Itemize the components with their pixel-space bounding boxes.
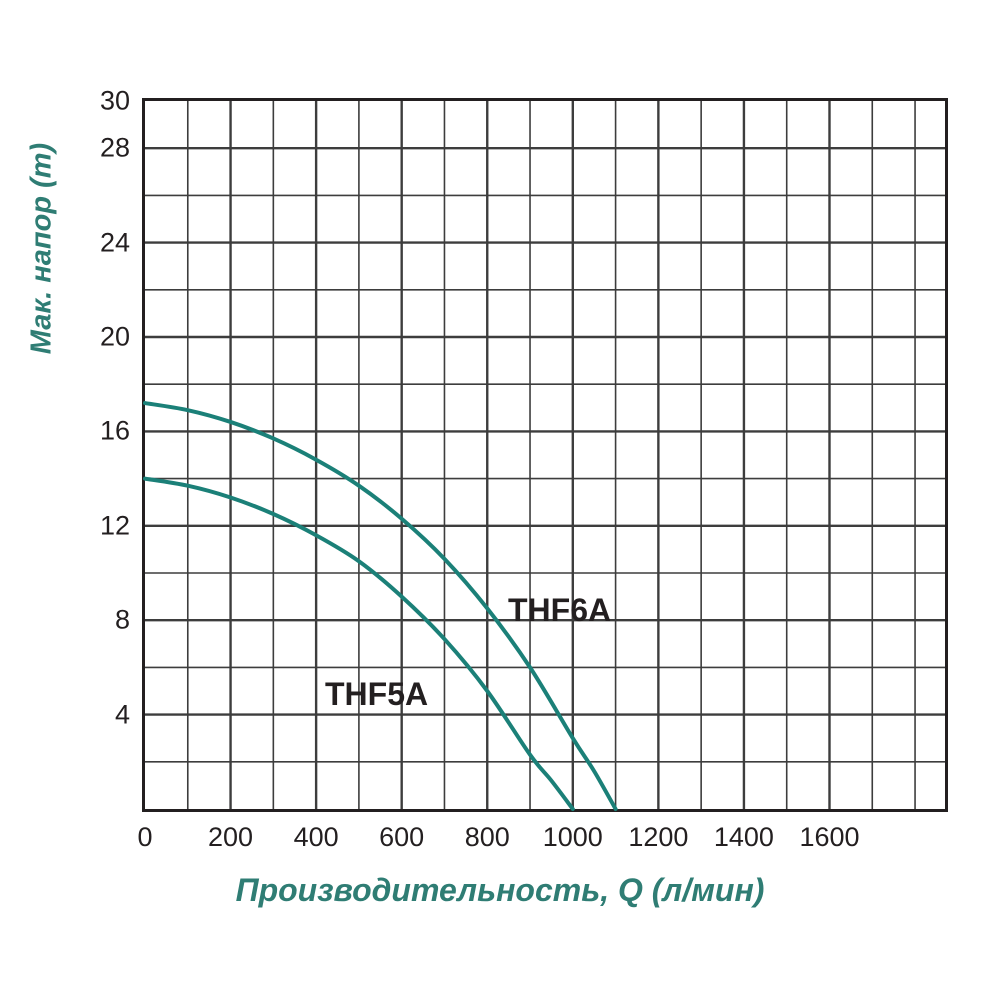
x-axis-title: Производительность, Q (л/мин) [235,872,765,908]
x-tick-1600: 1600 [799,822,860,852]
series-label-thf6a: THF6A [508,592,612,628]
x-tick-0: 0 [137,822,153,852]
y-tick-28: 28 [99,132,130,163]
y-tick-12: 12 [99,510,130,541]
curve-thf6a [143,401,618,811]
y-tick-16: 16 [99,415,130,446]
series-curves [143,401,618,811]
y-tick-8: 8 [114,604,130,635]
grid-lines [145,101,945,809]
y-tick-30: 30 [99,85,130,116]
x-tick-1000: 1000 [542,822,603,852]
y-tick-20: 20 [99,321,130,352]
x-tick-600: 600 [379,822,425,852]
x-tick-400: 400 [293,822,339,852]
plot-area [142,98,948,812]
series-label-thf5a: THF5A [325,676,429,712]
x-axis-tick-labels: 0 200 400 600 800 1000 1200 1400 1600 [137,822,948,862]
y-tick-4: 4 [114,699,130,730]
x-tick-1400: 1400 [713,822,774,852]
x-tick-1200: 1200 [628,822,689,852]
x-tick-800: 800 [464,822,510,852]
y-axis-title: Мак. напор (m) [25,142,58,355]
y-axis-tick-labels: 4 8 12 16 20 24 28 30 [58,86,130,812]
y-tick-24: 24 [99,227,130,258]
x-tick-200: 200 [208,822,254,852]
curve-thf5a [143,476,575,811]
